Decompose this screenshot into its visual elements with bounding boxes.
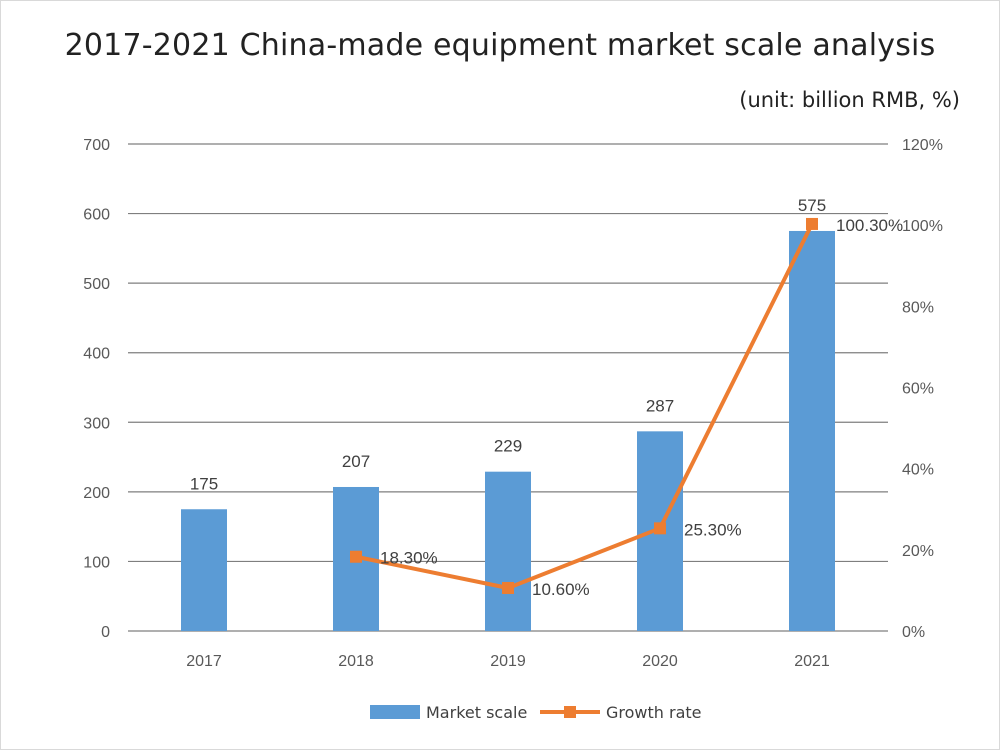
x-axis-tick-label: 2018 bbox=[338, 653, 374, 670]
legend-swatch-market-scale bbox=[370, 705, 420, 719]
y2-axis-tick-label: 60% bbox=[902, 381, 934, 398]
y2-axis-tick-label: 20% bbox=[902, 543, 934, 560]
line-point-growth-rate bbox=[502, 581, 514, 594]
bar-market-scale bbox=[789, 230, 835, 631]
line-point-growth-rate bbox=[350, 550, 362, 563]
y-axis-tick-label: 300 bbox=[83, 415, 110, 432]
chart-subtitle: (unit: billion RMB, %) bbox=[739, 88, 960, 112]
bar-market-scale bbox=[181, 509, 227, 631]
x-axis-tick-label: 2017 bbox=[186, 653, 222, 670]
line-data-label: 10.60% bbox=[532, 580, 590, 599]
y-axis-tick-label: 100 bbox=[83, 554, 110, 571]
y-axis-tick-label: 400 bbox=[83, 346, 110, 363]
line-data-label: 18.30% bbox=[380, 549, 438, 568]
y-axis-tick-label: 700 bbox=[83, 137, 110, 154]
line-data-label: 100.30% bbox=[836, 216, 903, 235]
bar-market-scale bbox=[485, 471, 531, 631]
x-axis-tick-label: 2020 bbox=[642, 653, 678, 670]
y2-axis-tick-label: 0% bbox=[902, 624, 925, 641]
legend-label-growth-rate: Growth rate bbox=[606, 703, 702, 722]
series-line-growth-rate bbox=[355, 223, 814, 590]
line-point-growth-rate bbox=[654, 522, 666, 535]
bar-data-label: 207 bbox=[342, 452, 370, 471]
bar-data-label: 575 bbox=[798, 196, 826, 215]
chart-title: 2017-2021 China-made equipment market sc… bbox=[64, 28, 936, 63]
x-axis-tick-label: 2021 bbox=[794, 653, 830, 670]
y-axis-tick-label: 500 bbox=[83, 276, 110, 293]
line-data-label: 25.30% bbox=[684, 520, 742, 539]
bar-data-label: 175 bbox=[190, 474, 218, 493]
legend-label-market-scale: Market scale bbox=[426, 703, 527, 722]
bar-data-label: 287 bbox=[646, 396, 674, 415]
y2-axis-tick-label: 120% bbox=[902, 137, 943, 154]
y-axis-tick-label: 200 bbox=[83, 485, 110, 502]
y-axis-tick-label: 600 bbox=[83, 207, 110, 224]
x-axis-tick-label: 2019 bbox=[490, 653, 526, 670]
y2-axis-tick-label: 100% bbox=[902, 218, 943, 235]
y2-axis-tick-label: 40% bbox=[902, 462, 934, 479]
bar-data-label: 229 bbox=[494, 437, 522, 456]
line-point-growth-rate bbox=[806, 217, 818, 230]
y-axis-tick-label: 0 bbox=[101, 624, 110, 641]
y2-axis-tick-label: 80% bbox=[902, 299, 934, 316]
legend-swatch-marker-growth-rate bbox=[564, 706, 576, 718]
